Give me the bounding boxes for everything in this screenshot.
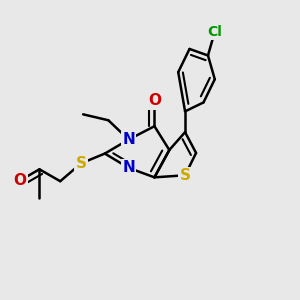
Text: N: N <box>122 160 135 175</box>
Text: N: N <box>122 132 135 147</box>
Text: S: S <box>76 156 86 171</box>
Text: Cl: Cl <box>207 25 222 39</box>
Text: O: O <box>13 173 26 188</box>
Text: O: O <box>148 94 161 109</box>
Text: S: S <box>180 168 190 183</box>
